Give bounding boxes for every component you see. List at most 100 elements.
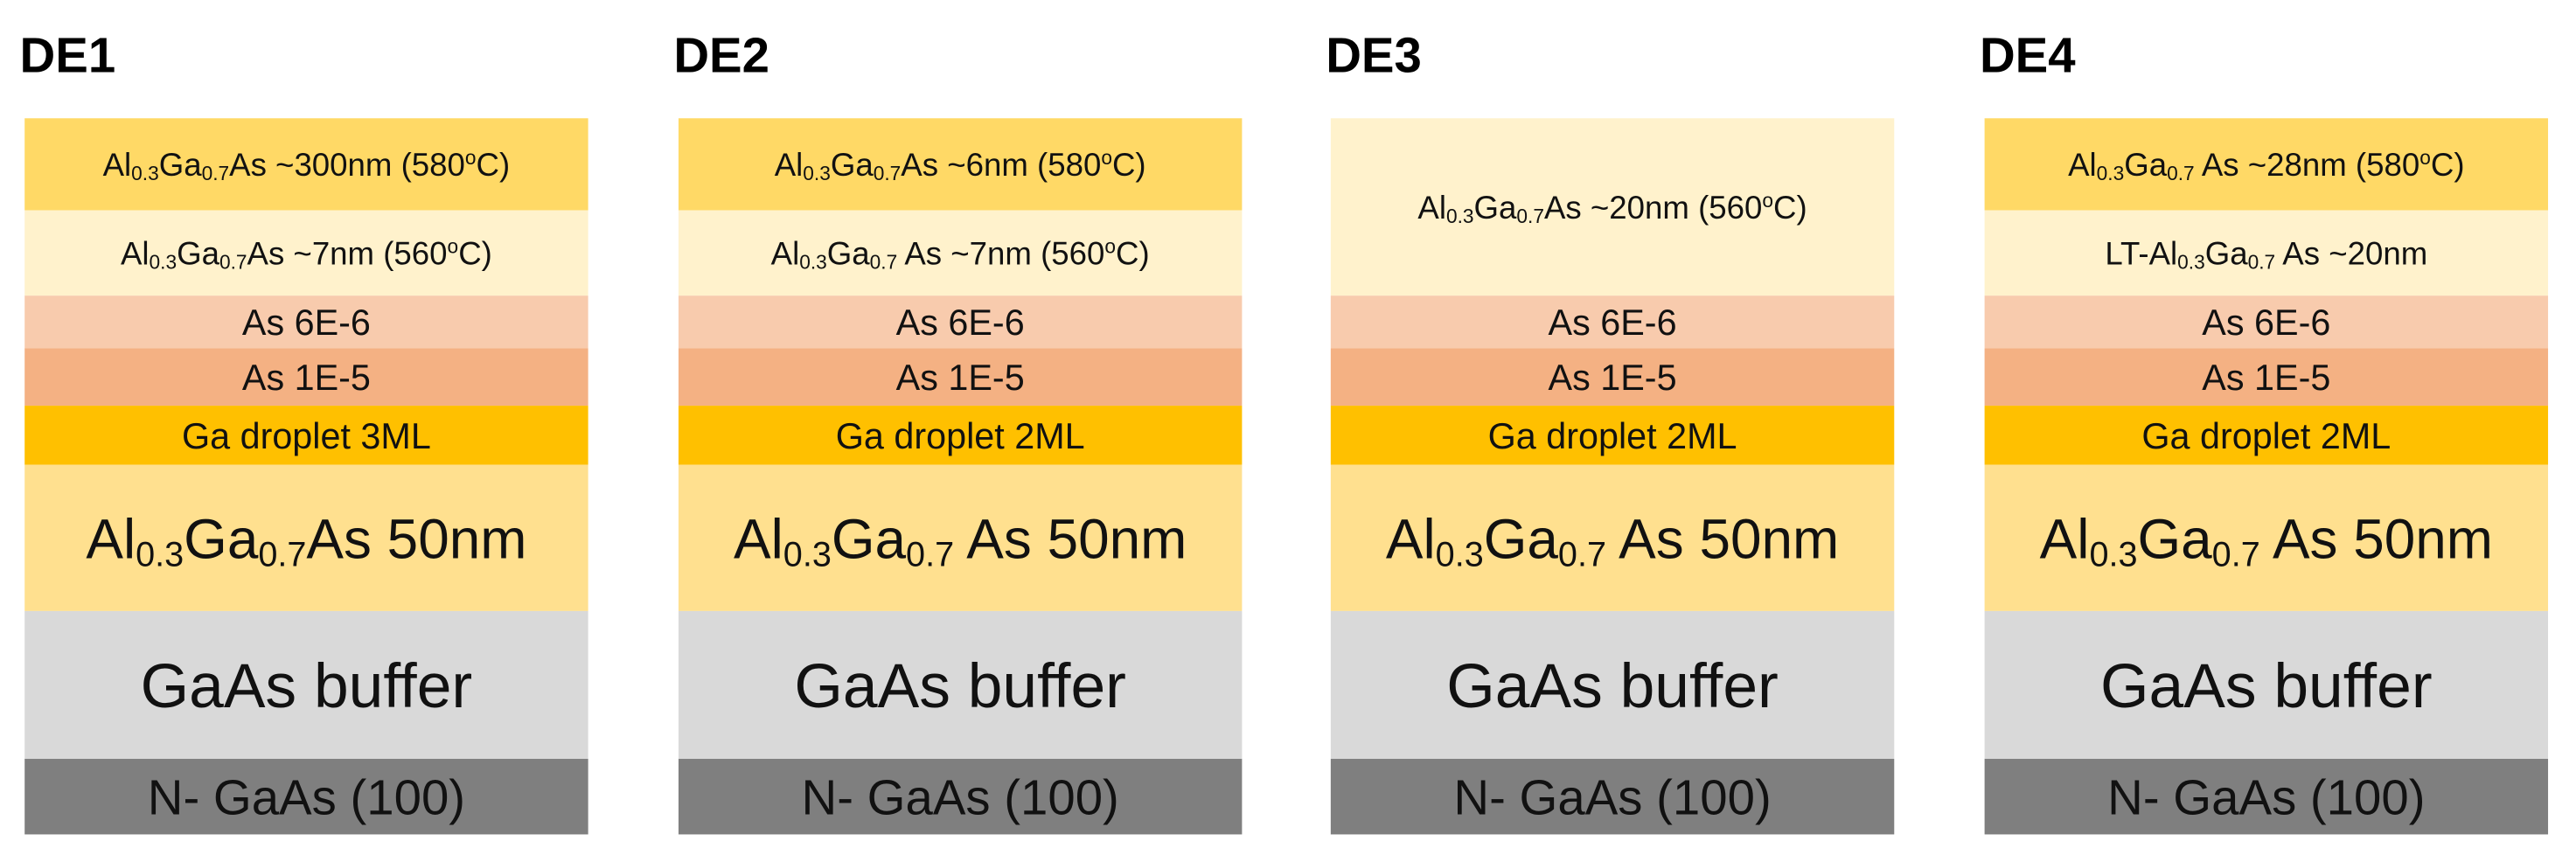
layer-label-part: Al [1386, 507, 1436, 570]
layer-label-part: As 50nm [954, 507, 1187, 570]
layer [24, 406, 588, 465]
layer-label-part: As 50nm [2260, 507, 2493, 570]
layer-label-sub: 0.7 [874, 162, 902, 184]
layer-label-sub: 0.7 [258, 535, 306, 574]
layer-label-part: Ga droplet 2ML [2141, 416, 2391, 456]
layer-label-part: C) [458, 236, 492, 272]
layer-label: Ga droplet 2ML [1488, 416, 1737, 456]
layer-label-part: C) [1112, 147, 1146, 183]
layer-label-part: Ga [159, 147, 202, 183]
layer-label-sup: o [2419, 146, 2431, 169]
layer-label-sup: o [1104, 235, 1116, 258]
layer-label-part: Al [771, 236, 800, 272]
layer-label-sub: 0.7 [202, 162, 230, 184]
layer-label-part: N- GaAs (100) [148, 770, 465, 825]
layer [1984, 464, 2549, 611]
layer-label-sub: 0.3 [136, 535, 184, 574]
layer [1330, 295, 1895, 349]
layer-label-part: C) [1116, 236, 1150, 272]
layer-label-part: Al [121, 236, 150, 272]
layer-label-part: As ~28nm (580 [2195, 147, 2420, 183]
layer-label-part: As ~7nm (560 [247, 236, 448, 272]
layer [1984, 406, 2549, 465]
layer-label-part: GaAs buffer [2100, 651, 2433, 721]
layer-label-part: C) [1773, 190, 1807, 226]
layer-label: Al0.3Ga0.7 As 50nm [734, 507, 1187, 574]
layer [1984, 295, 2549, 349]
stack-title: DE4 [1980, 28, 2076, 83]
layer [1984, 210, 2549, 296]
layer-label-sub: 0.7 [906, 535, 954, 574]
layer-label-part: Ga droplet 2ML [836, 416, 1085, 456]
layer [1984, 759, 2549, 835]
layer-label-part: Ga [831, 147, 874, 183]
layer-label-part: GaAs buffer [141, 651, 473, 721]
layer-label: As 6E-6 [896, 302, 1025, 343]
layer-label-part: N- GaAs (100) [2107, 770, 2425, 825]
layer [24, 348, 588, 407]
layer-label-sub: 0.3 [1446, 205, 1474, 227]
layer [24, 210, 588, 296]
layer-label-part: As ~300nm (580 [229, 147, 465, 183]
stack-title: DE1 [20, 28, 116, 83]
layer-label-part: Ga [177, 236, 219, 272]
layer-label-part: Ga [1474, 190, 1517, 226]
layer-label-sub: 0.7 [2212, 535, 2260, 574]
layer-label-sub: 0.7 [1516, 205, 1544, 227]
layer-label: As 1E-5 [242, 358, 371, 398]
layer-label: Al0.3Ga0.7As 50nm [86, 507, 526, 574]
layer-label-sub: 0.7 [870, 251, 898, 274]
layer-label-sub: 0.7 [219, 251, 247, 274]
layer-label: Ga droplet 3ML [182, 416, 431, 456]
layer-label-sub: 0.7 [1558, 535, 1606, 574]
layer-label-part: GaAs buffer [1446, 651, 1779, 721]
layer-label: As 1E-5 [2202, 358, 2330, 398]
layer-label-part: As ~20nm [2275, 236, 2427, 272]
layer-label-sub: 0.3 [150, 251, 178, 274]
layer-label-part: Ga [2205, 236, 2248, 272]
layer-label: N- GaAs (100) [1453, 770, 1771, 825]
layer-label-sup: o [448, 235, 459, 258]
layer-label-part: Al [103, 147, 132, 183]
layer-label: Al0.3Ga0.7 As ~28nm (580oC) [2068, 146, 2464, 184]
layer-label: N- GaAs (100) [148, 770, 465, 825]
layer-label-sub: 0.3 [131, 162, 159, 184]
layer [1984, 610, 2549, 760]
layer-label: Al0.3Ga0.7As ~300nm (580oC) [103, 146, 511, 184]
layer-label-part: C) [477, 147, 511, 183]
layer-label-sub: 0.3 [2177, 251, 2205, 274]
layer [678, 295, 1243, 349]
layer-label-sup: o [1101, 146, 1112, 169]
layer [1984, 118, 2549, 211]
layer-label: N- GaAs (100) [802, 770, 1119, 825]
layer-label: As 1E-5 [1549, 358, 1677, 398]
layer-label-part: Al [734, 507, 783, 570]
layer-label: LT-Al0.3Ga0.7 As ~20nm [2105, 236, 2427, 274]
layer [678, 118, 1243, 211]
layer [678, 610, 1243, 760]
layer-label-part: As 50nm [306, 507, 526, 570]
layer [1330, 759, 1895, 835]
layer-label: GaAs buffer [1446, 651, 1779, 721]
layer-label-part: LT-Al [2105, 236, 2177, 272]
layer [1330, 464, 1895, 611]
layer [1330, 118, 1895, 296]
layer [678, 348, 1243, 407]
layer-label-part: Ga droplet 2ML [1488, 416, 1737, 456]
layer-label-part: Al [86, 507, 136, 570]
layer-label: Al0.3Ga0.7 As 50nm [1386, 507, 1839, 574]
layer-label: N- GaAs (100) [2107, 770, 2425, 825]
layer-label: Al0.3Ga0.7 As ~7nm (560oC) [771, 235, 1150, 274]
layer-label-sub: 0.3 [783, 535, 832, 574]
layer-label: Ga droplet 2ML [836, 416, 1085, 456]
stack-title: DE3 [1326, 28, 1422, 83]
layer-label-part: Al [2040, 507, 2090, 570]
layer-label-part: Ga droplet 3ML [182, 416, 431, 456]
layer-label-part: As 1E-5 [1549, 358, 1677, 398]
layer-label: As 1E-5 [896, 358, 1025, 398]
layer-label-part: Al [1417, 190, 1446, 226]
